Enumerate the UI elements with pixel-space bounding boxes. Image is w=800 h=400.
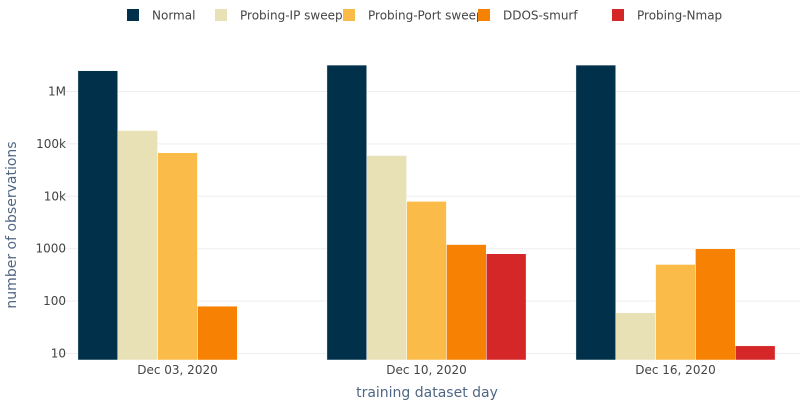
bar-normal[interactable]: [77, 70, 118, 361]
legend-label: Probing-IP sweep: [240, 9, 343, 23]
bar-normal[interactable]: [326, 64, 367, 361]
bar-probing-port-sweep[interactable]: [157, 152, 198, 361]
y-tick-label: 100: [43, 294, 66, 308]
y-axis-title: number of observations: [4, 141, 20, 308]
y-tick-labels: 10 100 1000 10k 100k 1M: [35, 85, 66, 361]
x-tick-labels: Dec 03, 2020 Dec 10, 2020 Dec 16, 2020: [137, 363, 715, 377]
bar-ddos-smurf[interactable]: [446, 244, 487, 361]
y-tick-label: 10k: [44, 189, 66, 203]
bar-normal[interactable]: [575, 64, 616, 361]
legend-label: Probing-Nmap: [637, 9, 722, 23]
legend-item-probing-ip-sweep[interactable]: Probing-IP sweep: [215, 9, 343, 23]
bars: [77, 64, 776, 361]
bar-probing-port-sweep[interactable]: [406, 201, 447, 361]
y-tick-label: 1000: [35, 242, 66, 256]
x-axis-title: training dataset day: [356, 385, 498, 400]
legend-label: DDOS-smurf: [503, 9, 578, 23]
legend: Normal Probing-IP sweep Probing-Port sweep…: [127, 9, 722, 23]
bar-ddos-smurf[interactable]: [197, 305, 238, 361]
legend-label: Probing-Port sweep: [368, 9, 484, 23]
legend-swatch: [215, 9, 227, 21]
y-tick-label: 1M: [48, 85, 66, 99]
legend-item-probing-port-sweep[interactable]: Probing-Port sweep: [343, 9, 484, 23]
legend-item-normal[interactable]: Normal: [127, 9, 195, 23]
bar-probing-ip-sweep[interactable]: [615, 312, 656, 361]
y-tick-label: 10: [51, 346, 66, 360]
legend-label: Normal: [152, 9, 195, 23]
x-tick-label: Dec 16, 2020: [635, 363, 715, 377]
bar-ddos-smurf[interactable]: [695, 248, 736, 361]
x-tick-label: Dec 10, 2020: [386, 363, 466, 377]
bar-probing-ip-sweep[interactable]: [366, 155, 407, 361]
legend-swatch: [478, 9, 490, 21]
bar-probing-port-sweep[interactable]: [655, 264, 696, 361]
legend-swatch: [343, 9, 355, 21]
y-tick-label: 100k: [36, 137, 66, 151]
legend-item-probing-nmap[interactable]: Probing-Nmap: [612, 9, 722, 23]
bar-probing-nmap[interactable]: [486, 253, 527, 361]
legend-swatch: [612, 9, 624, 21]
bar-probing-ip-sweep[interactable]: [117, 130, 158, 361]
legend-item-ddos-smurf[interactable]: DDOS-smurf: [478, 9, 578, 23]
legend-swatch: [127, 9, 139, 21]
x-tick-label: Dec 03, 2020: [137, 363, 217, 377]
bar-probing-nmap[interactable]: [735, 345, 776, 361]
